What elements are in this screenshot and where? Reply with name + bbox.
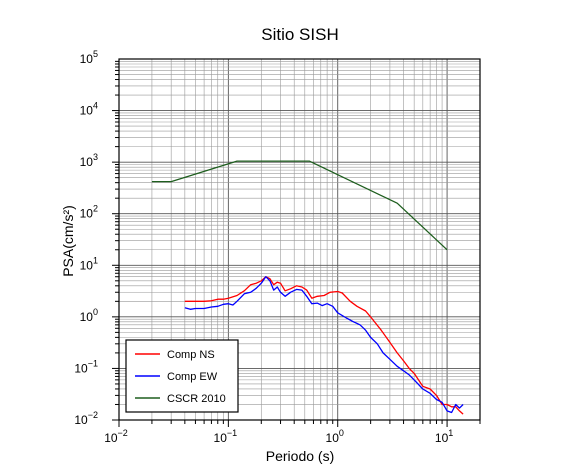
legend-label: Comp NS xyxy=(167,349,215,361)
legend-label: Comp EW xyxy=(167,371,218,383)
series-group xyxy=(151,160,464,415)
y-tick-label: 104 xyxy=(80,101,98,118)
series-line-1 xyxy=(184,276,464,414)
x-tick-label: 100 xyxy=(326,428,344,445)
x-tick-label: 101 xyxy=(435,428,453,445)
y-tick-label: 10−2 xyxy=(74,410,98,427)
series-line-0 xyxy=(184,276,464,415)
y-tick-label: 100 xyxy=(80,307,98,324)
chart-title: Sitio SISH xyxy=(261,25,338,44)
plot-frame xyxy=(118,58,481,421)
grid xyxy=(118,59,481,421)
y-tick-label: 105 xyxy=(80,49,98,66)
tick-group: 10−2 10−1 100 101 10−2 10−1 100 101 102 103 104 105 xyxy=(74,49,481,445)
y-axis-label: PSA(cm/s²) xyxy=(60,205,76,277)
y-tick-label: 103 xyxy=(80,152,98,169)
y-tick-label: 101 xyxy=(80,255,98,272)
y-tick-label: 10−1 xyxy=(74,358,98,375)
x-axis-label: Periodo (s) xyxy=(266,448,334,464)
y-tick-label: 102 xyxy=(80,204,98,221)
x-tick-label: 10−2 xyxy=(104,428,128,445)
legend-label: CSCR 2010 xyxy=(167,393,226,405)
legend: Comp NS Comp EW CSCR 2010 xyxy=(125,339,239,413)
x-tick-label: 10−1 xyxy=(214,428,238,445)
series-line-2 xyxy=(151,160,448,251)
